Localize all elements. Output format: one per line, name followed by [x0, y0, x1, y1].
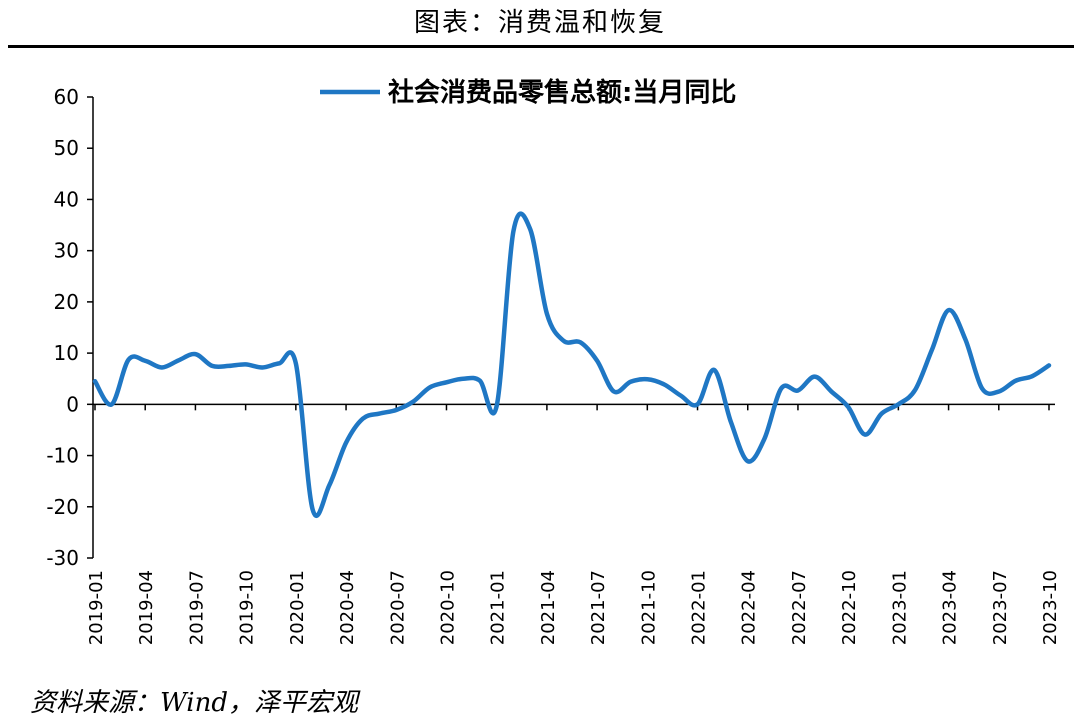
chart-legend: 社会消费品零售总额:当月同比: [320, 77, 736, 108]
x-tick-label: 2022-07: [789, 570, 810, 645]
y-axis-ticks: 60 50 40 30 20 10 0 -10 -20 -30: [46, 85, 93, 570]
x-tick-label: 2020-07: [387, 570, 408, 645]
y-tick-label: 20: [54, 290, 79, 314]
chart-axes: [92, 97, 1055, 558]
title-divider: [8, 45, 1074, 48]
x-tick-label: 2023-04: [940, 570, 961, 645]
y-tick-label: -20: [46, 495, 79, 519]
legend-label: 社会消费品零售总额:当月同比: [388, 77, 736, 108]
figure-title: 图表：消费温和恢复: [413, 8, 666, 38]
x-tick-label: 2020-04: [337, 570, 358, 645]
x-tick-label: 2022-04: [739, 570, 760, 645]
y-tick-label: 50: [54, 136, 79, 160]
x-tick-label: 2019-01: [86, 570, 107, 645]
x-tick-label: 2023-07: [990, 570, 1011, 645]
x-tick-label: 2021-07: [588, 570, 609, 645]
x-tick-label: 2023-10: [1040, 570, 1061, 645]
x-tick-label: 2023-01: [889, 570, 910, 645]
source-note: 资料来源：Wind，泽平宏观: [30, 688, 358, 718]
y-tick-label: -30: [46, 546, 79, 570]
x-tick-label: 2022-01: [689, 570, 710, 645]
y-tick-label: -10: [46, 444, 79, 468]
x-tick-label: 2021-01: [488, 570, 509, 645]
series-layer: [92, 211, 1052, 519]
x-tick-label: 2022-10: [839, 570, 860, 645]
x-tick-label: 2020-10: [437, 570, 458, 645]
y-tick-label: 0: [66, 392, 79, 416]
x-tick-label: 2021-04: [538, 570, 559, 645]
x-tick-label: 2019-10: [237, 570, 258, 645]
x-tick-label: 2019-04: [136, 570, 157, 645]
x-tick-label: 2020-01: [287, 570, 308, 645]
y-tick-label: 40: [54, 187, 79, 211]
y-tick-label: 10: [54, 341, 79, 365]
y-tick-label: 30: [54, 239, 79, 263]
y-tick-label: 60: [54, 85, 79, 109]
series-line-0: [92, 211, 1052, 519]
x-axis-ticks: 2019-01 2019-04 2019-07 2019-10 2020-01 2020-…: [86, 404, 1061, 645]
x-tick-label: 2021-10: [638, 570, 659, 645]
x-tick-label: 2019-07: [186, 570, 207, 645]
